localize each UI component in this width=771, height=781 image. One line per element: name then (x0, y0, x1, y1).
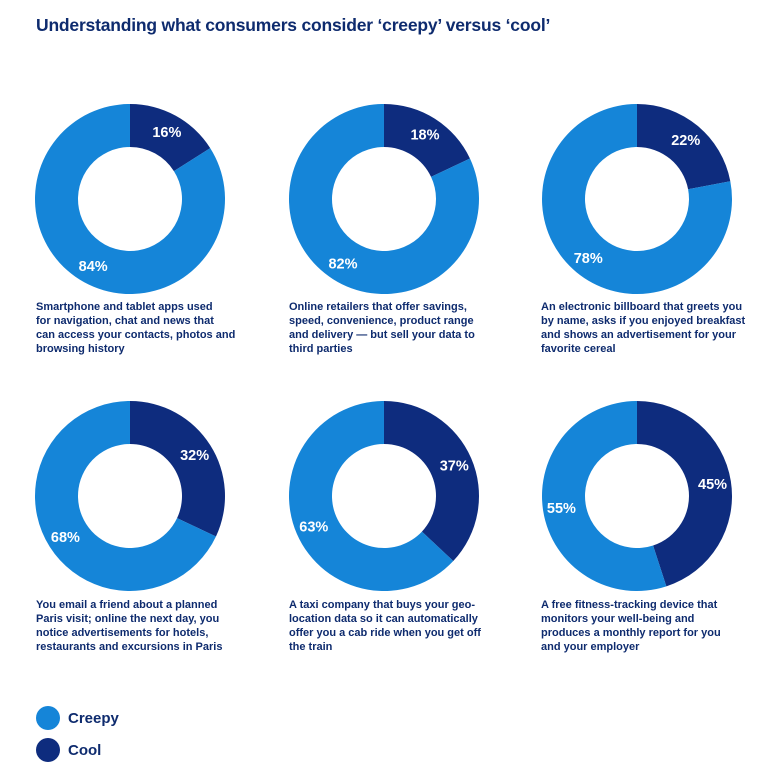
caption-line: speed, convenience, product range (289, 315, 474, 327)
donut-caption-1: Smartphone and tablet apps used for navig… (36, 300, 251, 356)
donut-label-creepy: 82% (328, 257, 357, 273)
donut-chart-2: 18% 82% (289, 104, 479, 294)
caption-line: location data so it can automatically (289, 613, 478, 625)
caption-line: favorite cereal (541, 343, 616, 355)
donut-segment-cool (637, 104, 731, 190)
donut-segment-creepy (35, 104, 225, 294)
donut-label-creepy: 78% (574, 251, 603, 267)
donut-caption-4: You email a friend about a planned Paris … (36, 598, 251, 654)
caption-line: and your employer (541, 641, 640, 653)
legend-swatch-creepy (36, 706, 60, 730)
caption-line: Smartphone and tablet apps used (36, 301, 213, 313)
donut-caption-3: An electronic billboard that greets you b… (541, 300, 756, 356)
caption-line: browsing history (36, 343, 125, 355)
donut-label-creepy: 55% (547, 501, 576, 517)
caption-line: offer you a cab ride when you get off (289, 627, 481, 639)
donut-chart-4: 32% 68% (34, 401, 225, 591)
donut-caption-6: A free fitness-tracking device that monit… (541, 598, 756, 654)
caption-line: A free fitness-tracking device that (541, 599, 718, 611)
caption-line: A taxi company that buys your geo- (289, 599, 476, 611)
donut-label-cool: 37% (440, 459, 469, 475)
donut-segment-cool (130, 401, 225, 537)
donut-label-creepy: 63% (299, 519, 328, 535)
donut-segment-creepy (289, 104, 479, 294)
donut-caption-5: A taxi company that buys your geo-locati… (289, 598, 504, 654)
donut-segment-cool (384, 104, 470, 177)
donut-segment-creepy (34, 401, 216, 591)
donut-segment-creepy (289, 401, 454, 591)
donut-segment-creepy (542, 104, 732, 294)
donut-label-cool: 45% (698, 477, 727, 493)
donut-label-creepy: 84% (79, 259, 108, 275)
donut-segment-creepy (542, 401, 667, 591)
caption-line: can access your contacts, photos and (36, 329, 236, 341)
donut-label-cool: 18% (410, 127, 439, 143)
caption-line: notice advertisements for hotels, (36, 627, 209, 639)
legend-swatch-cool (36, 738, 60, 762)
donut-caption-2: Online retailers that offer savings, spee… (289, 300, 504, 356)
donut-segment-cool (130, 104, 211, 172)
donut-label-cool: 16% (152, 125, 181, 141)
caption-line: and shows an advertisement for your (541, 329, 736, 341)
legend-label-creepy: Creepy (68, 709, 119, 727)
caption-line: restaurants and excursions in Paris (36, 641, 223, 653)
caption-line: You email a friend about a planned (36, 599, 218, 611)
caption-line: produces a monthly report for you (541, 627, 721, 639)
caption-line: monitors your well-being and (541, 613, 695, 625)
donut-label-creepy: 68% (51, 530, 80, 546)
legend-label-cool: Cool (68, 741, 102, 759)
donut-chart-1: 16% 84% (35, 104, 225, 294)
caption-line: by name, asks if you enjoyed breakfast (541, 315, 746, 327)
caption-line: the train (289, 641, 333, 653)
donut-chart-6: 45% 55% (542, 401, 733, 591)
caption-line: and delivery — but sell your data to (289, 329, 475, 341)
donut-chart-5: 37% 63% (289, 401, 479, 591)
donut-segment-cool (384, 401, 479, 562)
caption-line: Online retailers that offer savings, (289, 301, 467, 313)
legend-item-creepy: Creepy (36, 705, 119, 731)
donut-label-cool: 32% (180, 448, 209, 464)
donut-segment-cool (637, 401, 733, 587)
donut-chart-3: 22% 78% (542, 104, 732, 294)
legend-item-cool: Cool (36, 737, 101, 763)
donut-label-cool: 22% (671, 133, 700, 149)
caption-line: Paris visit; online the next day, you (36, 613, 220, 625)
caption-line: third parties (289, 343, 353, 355)
caption-line: for navigation, chat and news that (36, 315, 214, 327)
chart-title: Understanding what consumers consider ‘c… (36, 15, 551, 35)
caption-line: An electronic billboard that greets you (541, 301, 743, 313)
